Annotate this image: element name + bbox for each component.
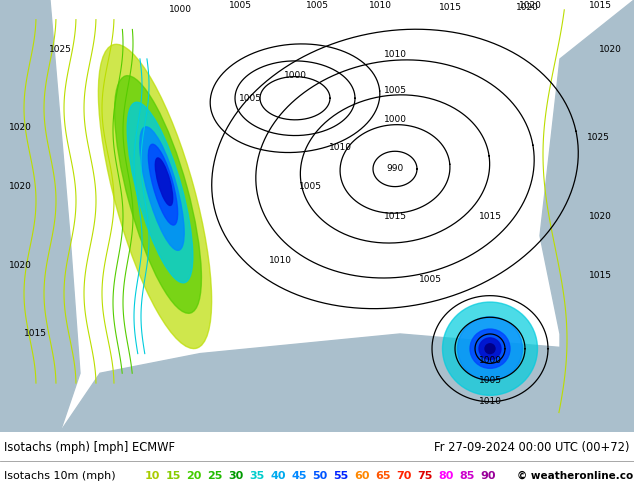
- Text: 1010: 1010: [328, 143, 351, 152]
- Ellipse shape: [485, 344, 495, 354]
- Ellipse shape: [140, 127, 184, 250]
- Polygon shape: [540, 0, 634, 432]
- Text: 1010: 1010: [479, 397, 501, 406]
- Text: 1005: 1005: [238, 94, 261, 103]
- Text: 1005: 1005: [228, 1, 252, 10]
- Text: 45: 45: [291, 471, 307, 481]
- Text: 1005: 1005: [479, 376, 501, 385]
- Text: Isotachs 10m (mph): Isotachs 10m (mph): [4, 471, 115, 481]
- Text: Isotachs (mph) [mph] ECMWF: Isotachs (mph) [mph] ECMWF: [4, 441, 175, 454]
- Text: 1000: 1000: [384, 115, 406, 124]
- Text: 1000: 1000: [169, 5, 191, 14]
- Ellipse shape: [458, 317, 522, 381]
- Text: 1025: 1025: [49, 45, 72, 53]
- Text: 1020: 1020: [588, 212, 611, 220]
- Ellipse shape: [470, 329, 510, 368]
- Text: 65: 65: [375, 471, 391, 481]
- Text: 1005: 1005: [306, 1, 328, 10]
- Text: 1020: 1020: [9, 261, 32, 270]
- Polygon shape: [0, 334, 634, 432]
- Text: 1015: 1015: [384, 212, 406, 220]
- Text: 1020: 1020: [9, 182, 32, 191]
- Text: 15: 15: [165, 471, 181, 481]
- Ellipse shape: [148, 144, 178, 225]
- Text: 1020: 1020: [519, 1, 541, 10]
- Text: 1005: 1005: [384, 86, 406, 95]
- Ellipse shape: [115, 75, 202, 313]
- Text: © weatheronline.co.uk: © weatheronline.co.uk: [517, 471, 634, 481]
- Text: 1010: 1010: [269, 256, 292, 265]
- Text: 10: 10: [145, 471, 160, 481]
- Ellipse shape: [98, 44, 212, 348]
- Text: 1015: 1015: [23, 329, 46, 339]
- Text: 85: 85: [459, 471, 475, 481]
- Text: 1005: 1005: [299, 182, 321, 191]
- Polygon shape: [0, 0, 80, 432]
- Text: 20: 20: [186, 471, 202, 481]
- Text: 70: 70: [396, 471, 411, 481]
- Ellipse shape: [155, 158, 172, 205]
- Text: 1015: 1015: [588, 270, 612, 279]
- Text: 30: 30: [228, 471, 243, 481]
- Text: 1020: 1020: [598, 45, 621, 53]
- Text: 60: 60: [354, 471, 370, 481]
- Text: Fr 27-09-2024 00:00 UTC (00+72): Fr 27-09-2024 00:00 UTC (00+72): [434, 441, 630, 454]
- Ellipse shape: [479, 338, 501, 360]
- Ellipse shape: [443, 302, 538, 395]
- Text: 990: 990: [386, 165, 404, 173]
- Text: 1020: 1020: [515, 3, 538, 12]
- Text: 75: 75: [417, 471, 432, 481]
- Text: 1015: 1015: [479, 212, 501, 220]
- Text: 1005: 1005: [418, 275, 441, 284]
- Text: 25: 25: [207, 471, 223, 481]
- Text: 1000: 1000: [479, 356, 501, 365]
- Text: 1010: 1010: [368, 1, 392, 10]
- Text: 1010: 1010: [384, 49, 406, 58]
- Text: 35: 35: [249, 471, 264, 481]
- Ellipse shape: [127, 102, 193, 283]
- Text: 55: 55: [333, 471, 349, 481]
- Text: 1015: 1015: [588, 1, 612, 10]
- Text: 50: 50: [313, 471, 328, 481]
- Text: 40: 40: [270, 471, 286, 481]
- Text: 1020: 1020: [9, 123, 32, 132]
- Text: 1015: 1015: [439, 3, 462, 12]
- Text: 1000: 1000: [283, 71, 306, 80]
- Text: 1025: 1025: [586, 133, 609, 142]
- Text: 80: 80: [438, 471, 454, 481]
- Text: 90: 90: [480, 471, 496, 481]
